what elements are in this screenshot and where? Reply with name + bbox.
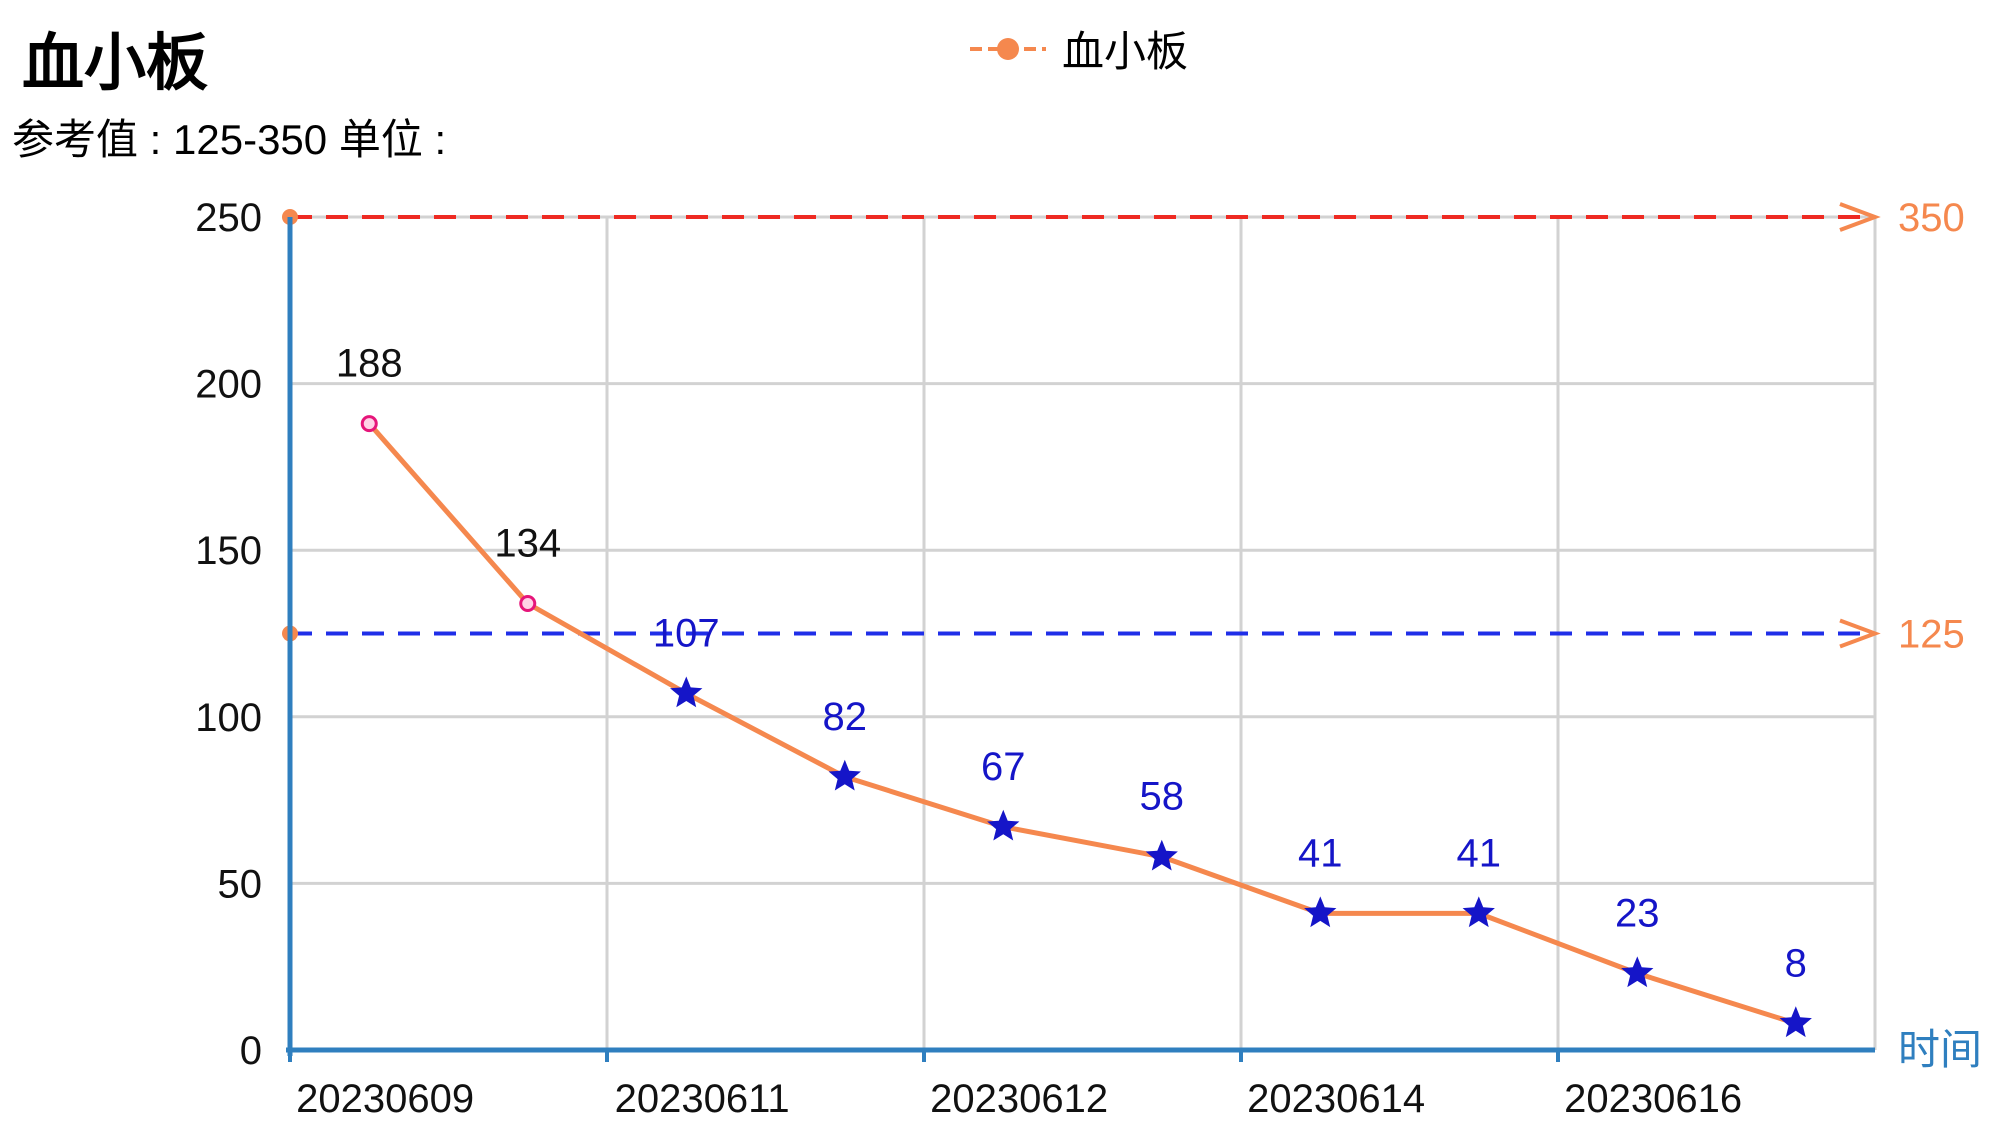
data-label: 67 bbox=[981, 745, 1026, 789]
x-tick-label: 20230609 bbox=[296, 1077, 474, 1121]
data-label: 41 bbox=[1457, 831, 1502, 875]
y-tick-label: 200 bbox=[195, 363, 262, 407]
data-point-star bbox=[1304, 896, 1337, 928]
x-tick-label: 20230612 bbox=[930, 1077, 1108, 1121]
reference-value-label: 350 bbox=[1898, 196, 1965, 240]
reference-range-text: 参考值 : 125-350 单位 : bbox=[12, 116, 447, 163]
y-tick-label: 100 bbox=[195, 696, 262, 740]
series-line bbox=[367, 421, 1797, 1026]
data-point bbox=[360, 415, 378, 433]
x-tick-label: 20230614 bbox=[1247, 1077, 1425, 1121]
data-point-star bbox=[1462, 896, 1495, 928]
legend-line-marker-icon bbox=[970, 37, 1046, 60]
reference-arrow-icon bbox=[1839, 202, 1881, 232]
data-point-star bbox=[1621, 956, 1654, 988]
x-tick-label: 20230616 bbox=[1564, 1077, 1742, 1121]
page-title: 血小板 bbox=[22, 26, 209, 99]
data-label: 134 bbox=[494, 522, 561, 566]
legend-label: 血小板 bbox=[1062, 27, 1189, 76]
data-point-star bbox=[670, 676, 703, 708]
data-label: 41 bbox=[1298, 831, 1343, 875]
data-label: 58 bbox=[1140, 775, 1185, 819]
y-tick-label: 50 bbox=[218, 862, 263, 906]
data-label: 8 bbox=[1785, 941, 1807, 985]
data-label: 188 bbox=[336, 342, 403, 386]
data-point-star bbox=[1145, 839, 1178, 871]
data-label: 107 bbox=[653, 611, 720, 655]
x-axis-title: 时间 bbox=[1898, 1025, 1982, 1074]
y-tick-label: 250 bbox=[195, 196, 262, 240]
data-point bbox=[519, 595, 537, 613]
reference-value-label: 125 bbox=[1898, 613, 1965, 657]
data-point-star bbox=[828, 759, 861, 791]
y-tick-label: 150 bbox=[195, 529, 262, 573]
y-tick-label: 0 bbox=[240, 1029, 262, 1073]
x-tick-label: 20230611 bbox=[615, 1077, 790, 1121]
data-label: 82 bbox=[823, 695, 868, 739]
data-label: 23 bbox=[1615, 891, 1660, 935]
chart-legend[interactable]: 血小板 bbox=[968, 18, 1188, 79]
data-point-star bbox=[1779, 1006, 1812, 1038]
reference-arrow-icon bbox=[1839, 618, 1881, 649]
data-point-star bbox=[987, 809, 1020, 841]
